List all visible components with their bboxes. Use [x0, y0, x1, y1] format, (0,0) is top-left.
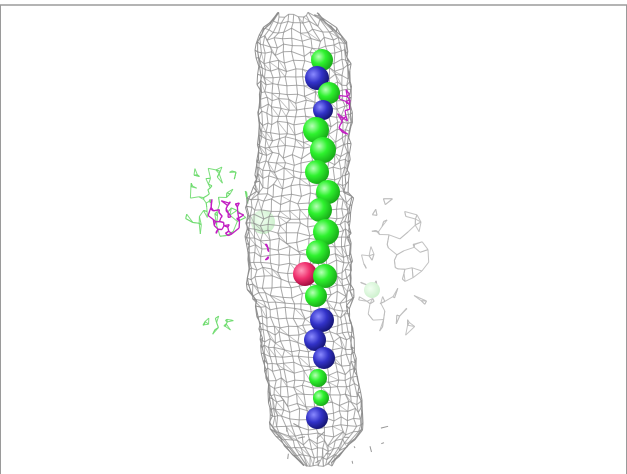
- density-mesh-green-left: [185, 166, 249, 237]
- atom-chain-front: [293, 49, 340, 429]
- density-mesh-magenta-upper: [264, 89, 351, 261]
- density-mesh-green-small: [202, 315, 234, 335]
- density-mesh-side-lobe: [358, 198, 430, 336]
- density-mesh-magenta-left: [207, 199, 245, 237]
